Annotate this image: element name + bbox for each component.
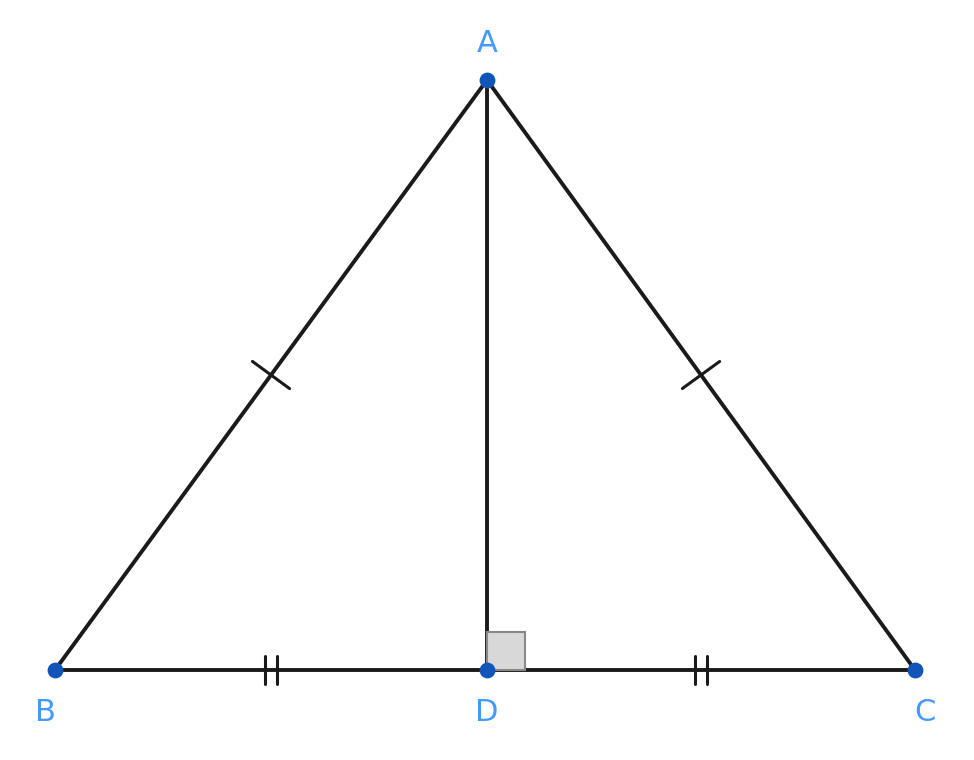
Text: C: C (915, 698, 936, 727)
Point (907, 664, 922, 676)
Text: B: B (34, 698, 56, 727)
Bar (487, 632, 525, 670)
Point (479, 74, 495, 86)
Text: A: A (476, 29, 498, 58)
Point (479, 664, 495, 676)
Point (47, 664, 62, 676)
Text: D: D (475, 698, 499, 727)
